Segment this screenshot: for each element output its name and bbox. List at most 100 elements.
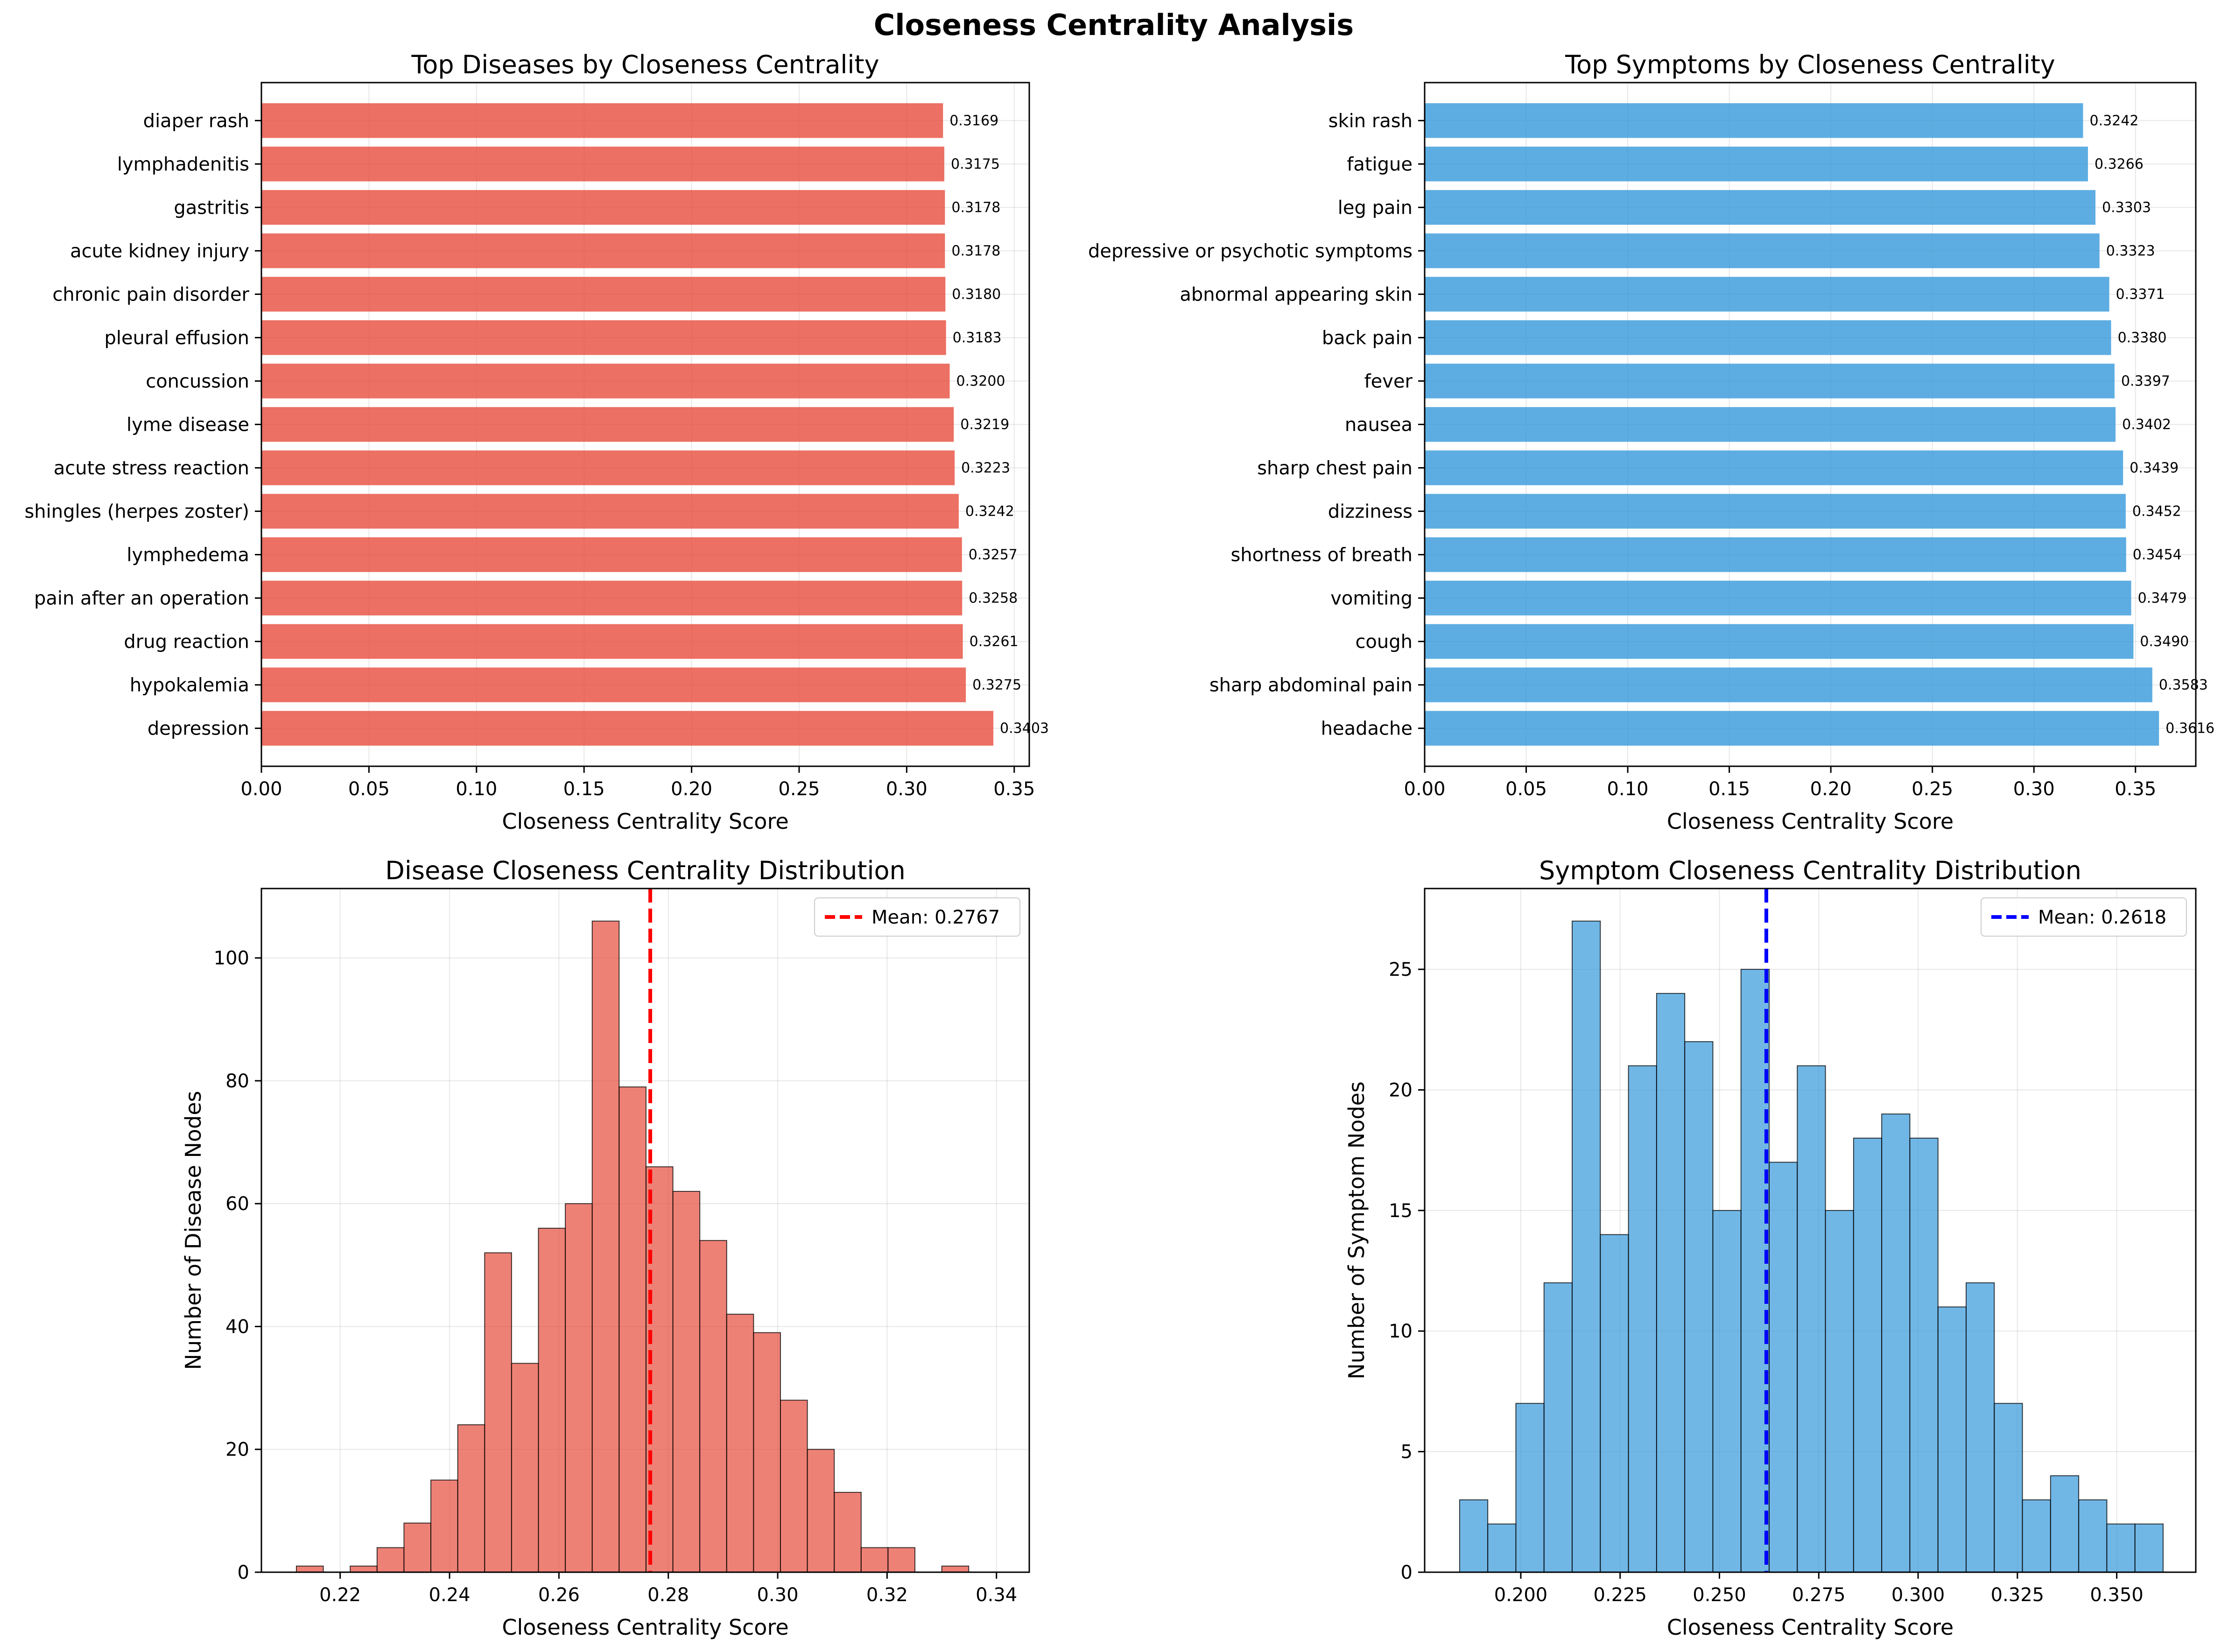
histogram-bar — [1994, 1403, 2023, 1573]
bar — [261, 233, 945, 268]
histogram-bar — [834, 1491, 862, 1573]
bar — [261, 277, 946, 312]
bar — [1425, 711, 2159, 746]
x-tick-label: 0.00 — [1404, 778, 1445, 800]
bar — [1425, 537, 2126, 572]
histogram-bar — [672, 1190, 701, 1573]
chart-panel-2: Top Symptoms by Closeness Centrality 0.36… — [1088, 50, 2214, 834]
x-tick-label: 0.275 — [1792, 1584, 1846, 1606]
bar-value-label: 0.3323 — [2106, 243, 2155, 259]
bar-value-label: 0.3371 — [2116, 286, 2165, 302]
bar-value-label: 0.3439 — [2130, 460, 2179, 476]
bar-value-label: 0.3616 — [2165, 721, 2214, 737]
y-tick-label: 15 — [1389, 1200, 1413, 1222]
y-tick-label: 100 — [214, 948, 249, 969]
histogram-bar — [1966, 1282, 1995, 1573]
y-tick-label: back pain — [1322, 327, 1413, 349]
bar-value-label: 0.3223 — [961, 460, 1010, 476]
histogram-bar — [807, 1449, 835, 1573]
bar — [261, 581, 963, 616]
x-tick-label: 0.28 — [647, 1584, 689, 1606]
bar — [1425, 364, 2115, 399]
axes-frame — [260, 888, 1030, 1573]
histogram-bar — [780, 1400, 808, 1573]
chart-title: Top Symptoms by Closeness Centrality — [1565, 50, 2055, 79]
y-tick-label: 5 — [1401, 1442, 1413, 1463]
bar-value-label: 0.3178 — [951, 199, 1000, 216]
histogram-bar — [1937, 1306, 1967, 1573]
histogram-bar — [753, 1332, 781, 1573]
x-tick-label: 0.35 — [2115, 778, 2156, 800]
histogram-bar — [2022, 1499, 2051, 1573]
bar-value-label: 0.3397 — [2121, 373, 2170, 389]
histogram-bar — [484, 1252, 512, 1573]
x-tick-label: 0.20 — [1810, 778, 1852, 800]
y-tick-label: shingles (herpes zoster) — [24, 501, 249, 523]
x-axis-label: Closeness Centrality Score — [502, 1615, 788, 1640]
histogram-bar — [1769, 1162, 1798, 1573]
y-tick-label: fever — [1364, 371, 1413, 392]
histogram-bar — [2106, 1523, 2136, 1573]
x-axis-label: Closeness Centrality Score — [1667, 809, 1954, 834]
bar — [261, 407, 954, 442]
y-tick-label: chronic pain disorder — [52, 284, 249, 305]
x-tick-label: 0.25 — [778, 778, 820, 800]
histogram-bar — [1656, 993, 1686, 1573]
x-tick-label: 0.30 — [886, 778, 928, 800]
y-tick-label: gastritis — [174, 197, 249, 218]
bar — [261, 190, 945, 225]
histogram-bar — [591, 920, 620, 1573]
axes-frame — [1424, 888, 2197, 1573]
chart-title: Disease Closeness Centrality Distributio… — [385, 856, 906, 885]
x-tick-label: 0.15 — [1708, 778, 1750, 800]
y-axis-label: Number of Symptom Nodes — [1344, 1081, 1369, 1379]
bar — [261, 147, 944, 182]
bar-value-label: 0.3200 — [956, 373, 1005, 389]
y-tick-label: headache — [1321, 718, 1413, 740]
y-tick-label: pain after an operation — [34, 588, 249, 609]
figure-suptitle: Closeness Centrality Analysis — [874, 8, 1354, 42]
bar-value-label: 0.3266 — [2094, 156, 2144, 172]
histogram-bar — [618, 1086, 647, 1573]
bar — [1425, 581, 2131, 616]
bar-value-label: 0.3275 — [972, 677, 1021, 693]
y-tick-label: drug reaction — [124, 631, 249, 653]
x-tick-label: 0.225 — [1593, 1584, 1647, 1606]
histogram-bar — [1825, 1210, 1854, 1573]
bar — [261, 364, 950, 399]
x-tick-label: 0.10 — [1607, 778, 1649, 800]
y-tick-label: 10 — [1389, 1321, 1413, 1342]
bar-value-label: 0.3403 — [1000, 721, 1049, 737]
bar-value-label: 0.3490 — [2140, 634, 2189, 650]
chart-title: Symptom Closeness Centrality Distributio… — [1539, 856, 2081, 885]
legend-label: Mean: 0.2618 — [2038, 907, 2166, 928]
y-tick-label: hypokalemia — [130, 675, 249, 696]
bar — [1425, 494, 2126, 529]
chart-title: Top Diseases by Closeness Centrality — [411, 50, 879, 79]
bar — [261, 320, 946, 355]
bar-value-label: 0.3242 — [965, 504, 1014, 520]
bar-value-label: 0.3169 — [949, 112, 998, 129]
histogram-bar — [2078, 1499, 2108, 1573]
y-tick-label: lyme disease — [127, 414, 249, 436]
histogram-bar — [860, 1547, 889, 1573]
histogram-bar — [538, 1227, 566, 1573]
x-axis-label: Closeness Centrality Score — [1667, 1615, 1954, 1640]
axes-frame — [1424, 82, 2197, 767]
bar-value-label: 0.3402 — [2122, 417, 2171, 433]
bar — [1425, 407, 2116, 442]
y-tick-label: nausea — [1345, 414, 1413, 436]
bar-value-label: 0.3479 — [2138, 590, 2187, 607]
histogram-bar — [1853, 1137, 1883, 1573]
histogram-bar — [350, 1565, 378, 1573]
x-tick-label: 0.26 — [538, 1584, 580, 1606]
bar-value-label: 0.3242 — [2090, 112, 2139, 129]
bar — [261, 103, 943, 138]
histogram-bar — [2134, 1523, 2164, 1573]
y-tick-label: depression — [148, 718, 249, 740]
x-tick-label: 0.325 — [1991, 1584, 2045, 1606]
y-tick-label: acute stress reaction — [54, 458, 249, 479]
bar — [1425, 103, 2083, 138]
y-axis-label: Number of Disease Nodes — [181, 1091, 206, 1370]
